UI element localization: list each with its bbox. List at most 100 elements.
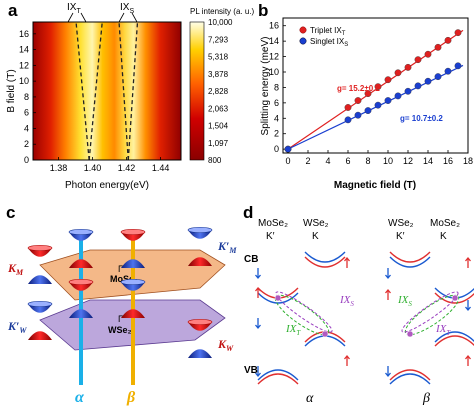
point-triplet xyxy=(414,56,422,64)
panel-b: b 0 2 4 6 8 10 12 14 16 0 2 4 6 8 10 12 14 16 18 Triplet … xyxy=(258,1,473,191)
mose2-layer-label: MoSe₂ xyxy=(110,274,138,284)
y-tick-label: 14 xyxy=(19,45,29,55)
spin-arrow-head xyxy=(255,372,261,378)
y-tick-label: 2 xyxy=(24,139,29,149)
valley-cone-rim xyxy=(68,228,94,236)
beta-label: β xyxy=(126,389,136,406)
x-tick-label: 12 xyxy=(403,156,413,166)
y-axis-ticks: 0 2 4 6 8 10 12 14 16 xyxy=(269,21,286,154)
kw-label: KW xyxy=(217,337,234,353)
band-curve xyxy=(257,369,299,381)
valley-cone-rim xyxy=(187,318,213,326)
valley-cone-rim xyxy=(68,278,94,286)
spin-arrow-head xyxy=(344,354,350,360)
peak-guide-IX_S xyxy=(127,21,139,161)
ix-s-transition-left xyxy=(275,291,333,333)
valley-cones xyxy=(27,226,213,358)
y-tick-label: 8 xyxy=(24,92,29,102)
data-points xyxy=(284,29,462,153)
valley-cone xyxy=(121,259,145,268)
kw-prime-label: K′W xyxy=(7,319,27,335)
spin-arrow-head xyxy=(465,256,471,262)
header-mose2-left: MoSe₂ xyxy=(258,218,288,229)
km-prime-label: K′M xyxy=(217,239,237,255)
x-tick-label: 1.38 xyxy=(50,163,68,173)
panel-c: c Γ Γ MoSe₂ WSe₂ KM K′M K′W KW α β xyxy=(6,203,237,406)
point-singlet xyxy=(374,101,382,109)
band-curve xyxy=(304,251,346,263)
carrier-dot xyxy=(321,330,329,338)
carrier-dot xyxy=(274,294,282,302)
legend-triplet: Triplet IXT xyxy=(310,26,346,37)
spin-arrow-head xyxy=(385,372,391,378)
valley-cone xyxy=(69,309,93,318)
band-curve xyxy=(389,251,431,263)
gamma-label-bottom: Γ xyxy=(118,314,123,324)
valley-cone xyxy=(188,349,212,358)
header-kprime-right: K′ xyxy=(396,231,405,242)
spin-arrow-head xyxy=(255,274,261,280)
x-tick-label: 16 xyxy=(443,156,453,166)
colorbar-tick-label: 7,293 xyxy=(208,35,229,44)
y-axis-label: Splitting energy (meV) xyxy=(260,37,271,136)
ix-t-label: IXT xyxy=(67,2,81,15)
x-tick-label: 2 xyxy=(305,156,310,166)
colorbar-tick-label: 3,878 xyxy=(208,70,229,79)
point-singlet xyxy=(414,82,422,90)
y-tick-label: 10 xyxy=(269,67,279,77)
beta-label-d: β xyxy=(422,391,430,406)
valley-cone-rim xyxy=(187,226,213,234)
colorbar-ticks: 10,000 7,293 5,318 3,878 2,828 2,063 1,504 1,09… xyxy=(208,18,233,165)
x-tick-label: 0 xyxy=(285,156,290,166)
colorbar-tick-label: 10,000 xyxy=(208,18,233,27)
header-k-right: K xyxy=(440,231,447,242)
y-tick-label: 16 xyxy=(269,21,279,31)
point-singlet xyxy=(444,67,452,75)
y-tick-label: 0 xyxy=(24,155,29,165)
ix-t-transition-left xyxy=(274,294,330,336)
point-triplet xyxy=(364,90,372,98)
y-axis-label: B field (T) xyxy=(6,69,17,112)
x-tick-label: 14 xyxy=(423,156,433,166)
point-triplet xyxy=(454,29,462,37)
valley-cone xyxy=(188,257,212,266)
x-tick-label: 1.42 xyxy=(118,163,136,173)
spin-arrow-head xyxy=(255,286,261,292)
colorbar xyxy=(189,21,205,161)
panel-c-label: c xyxy=(6,203,15,222)
panel-b-label: b xyxy=(258,1,268,20)
header-wse2-left: WSe₂ xyxy=(303,218,329,229)
point-triplet xyxy=(404,63,412,71)
point-singlet xyxy=(364,107,372,114)
point-singlet xyxy=(454,62,462,70)
valley-cone xyxy=(121,309,145,318)
x-tick-label: 1.44 xyxy=(152,163,170,173)
y-tick-label: 12 xyxy=(269,52,279,62)
point-singlet xyxy=(284,145,292,153)
peak-guide-lines xyxy=(75,21,139,161)
y-tick-label: 10 xyxy=(19,76,29,86)
colorbar-tick-label: 1,504 xyxy=(208,122,229,131)
band-curve xyxy=(389,369,431,381)
valley-cone xyxy=(69,259,93,268)
y-tick-label: 6 xyxy=(274,98,279,108)
band-curve xyxy=(257,373,299,385)
valley-cone xyxy=(28,331,52,340)
colorbar-title: PL intensity (a. u.) xyxy=(190,7,255,16)
y-tick-label: 2 xyxy=(274,129,279,139)
y-tick-label: 4 xyxy=(24,123,29,133)
spin-arrow-head xyxy=(255,324,261,330)
ix-s-transition-right xyxy=(404,294,460,336)
valley-cone xyxy=(28,275,52,284)
panel-a-label: a xyxy=(8,1,18,20)
spin-arrow-head xyxy=(344,256,350,262)
x-tick-label: 18 xyxy=(463,156,473,166)
header-kprime-left: K′ xyxy=(266,231,275,242)
y-axis-ticks: 0 2 4 6 8 10 12 14 16 xyxy=(19,29,36,165)
band-curve xyxy=(257,292,299,304)
carrier-dot xyxy=(451,294,459,302)
point-triplet xyxy=(354,97,362,104)
point-triplet xyxy=(394,69,402,77)
panel-a: a IXT IXS 0 2 4 6 8 10 12 14 16 1.38 1.40 1.42 1.44… xyxy=(6,1,255,191)
